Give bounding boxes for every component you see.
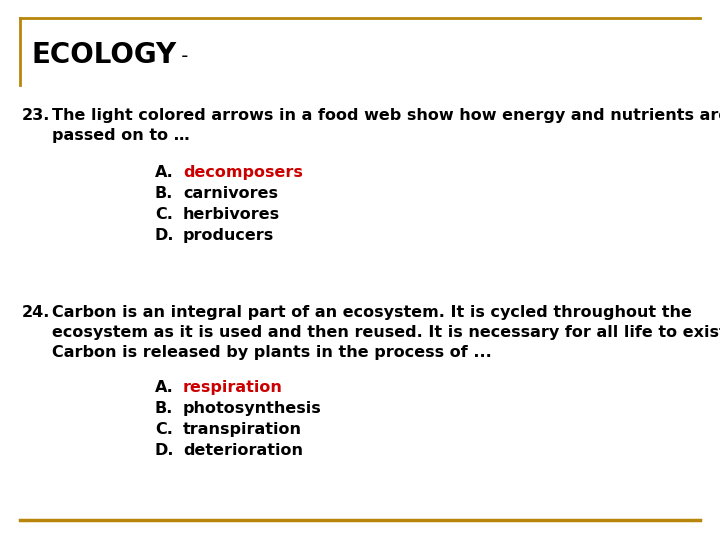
Text: A.: A.	[155, 380, 174, 395]
Text: ECOLOGY: ECOLOGY	[32, 41, 177, 69]
Text: 23.: 23.	[22, 108, 50, 123]
Text: -: -	[175, 48, 189, 66]
Text: D.: D.	[155, 443, 174, 458]
Text: transpiration: transpiration	[183, 422, 302, 437]
Text: D.: D.	[155, 228, 174, 243]
Text: B.: B.	[155, 186, 174, 201]
Text: deterioration: deterioration	[183, 443, 303, 458]
Text: producers: producers	[183, 228, 274, 243]
Text: 24.: 24.	[22, 305, 50, 320]
Text: A.: A.	[155, 165, 174, 180]
Text: ecosystem as it is used and then reused. It is necessary for all life to exist.: ecosystem as it is used and then reused.…	[52, 325, 720, 340]
Text: The light colored arrows in a food web show how energy and nutrients are: The light colored arrows in a food web s…	[52, 108, 720, 123]
Text: herbivores: herbivores	[183, 207, 280, 222]
Text: passed on to …: passed on to …	[52, 128, 189, 143]
Text: B.: B.	[155, 401, 174, 416]
Text: carnivores: carnivores	[183, 186, 278, 201]
Text: C.: C.	[155, 422, 173, 437]
Text: C.: C.	[155, 207, 173, 222]
Text: Carbon is an integral part of an ecosystem. It is cycled throughout the: Carbon is an integral part of an ecosyst…	[52, 305, 692, 320]
Text: Carbon is released by plants in the process of ...: Carbon is released by plants in the proc…	[52, 345, 492, 360]
Text: respiration: respiration	[183, 380, 283, 395]
Text: photosynthesis: photosynthesis	[183, 401, 322, 416]
Text: decomposers: decomposers	[183, 165, 303, 180]
